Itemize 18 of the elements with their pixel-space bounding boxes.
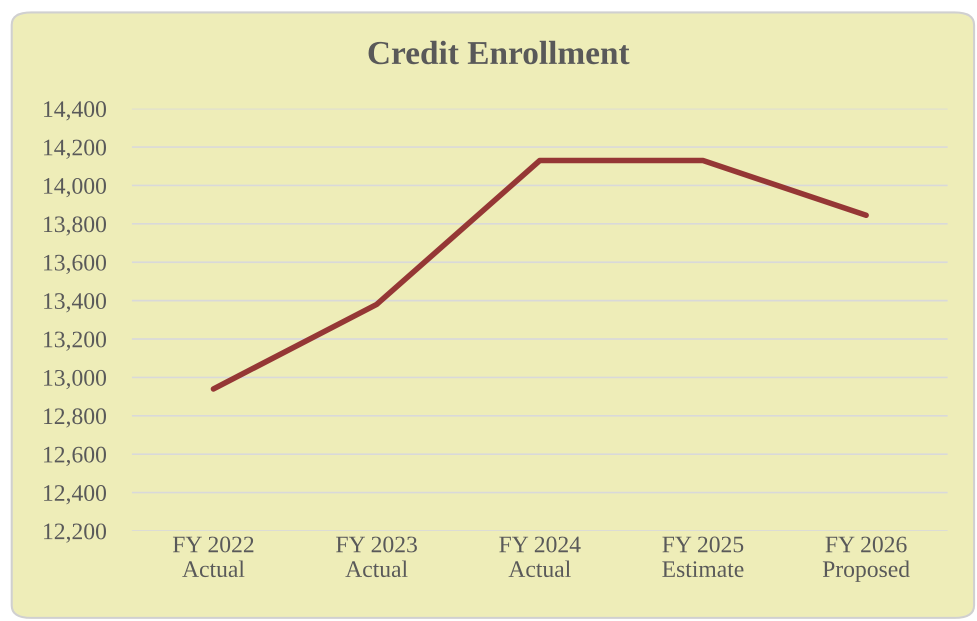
y-tick-label: 13,000 xyxy=(44,370,106,390)
y-tick-label: 13,400 xyxy=(44,293,106,312)
chart-title: Credit Enrollment xyxy=(368,40,630,64)
x-tick-label: FY 2022 Actual xyxy=(172,536,254,578)
x-tick-label: FY 2023 Actual xyxy=(336,536,417,578)
y-tick-label: 14,000 xyxy=(44,178,106,198)
x-tick-label: FY 2026 Proposed xyxy=(822,536,910,582)
y-tick-label: 13,800 xyxy=(44,216,106,236)
y-tick-label: 12,200 xyxy=(44,523,106,543)
y-tick-label: 12,600 xyxy=(44,446,106,466)
y-tick-label: 13,600 xyxy=(44,254,106,274)
y-tick-label: 14,400 xyxy=(44,101,106,120)
y-tick-label: 12,800 xyxy=(44,408,106,428)
x-tick-label: FY 2024 Actual xyxy=(499,536,581,578)
x-tick-label: FY 2025 Estimate xyxy=(662,536,744,578)
y-tick-label: 14,200 xyxy=(44,140,106,159)
y-tick-label: 12,400 xyxy=(44,485,106,504)
y-tick-label: 13,200 xyxy=(44,332,106,351)
